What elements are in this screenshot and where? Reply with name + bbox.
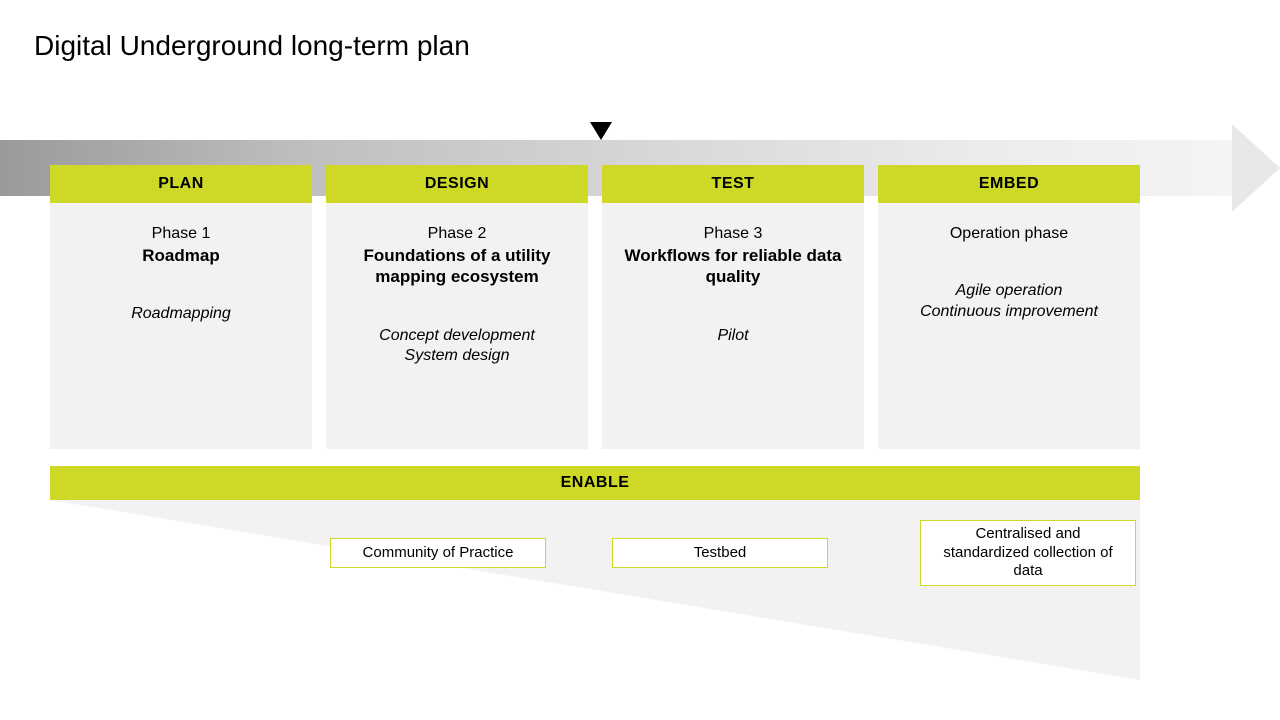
phase-subtitle: Roadmap xyxy=(66,245,296,266)
enable-bar-label: ENABLE xyxy=(561,474,630,492)
phase-description: Pilot xyxy=(618,326,848,347)
phase-header: EMBED xyxy=(878,165,1140,203)
phase-body: Phase 3 Workflows for reliable data quali… xyxy=(602,203,864,449)
enable-item: Centralised and standardized collection … xyxy=(920,520,1136,586)
phase-body: Operation phase Agile operation Continuou… xyxy=(878,203,1140,449)
phase-body: Phase 1 Roadmap Roadmapping xyxy=(50,203,312,449)
enable-item-label: Centralised and standardized collection … xyxy=(931,525,1125,581)
current-position-marker-icon xyxy=(590,122,612,140)
phase-column: DESIGN Phase 2 Foundations of a utility ma… xyxy=(326,165,588,449)
enable-item-label: Community of Practice xyxy=(363,544,514,563)
phase-column: PLAN Phase 1 Roadmap Roadmapping xyxy=(50,165,312,449)
enable-item: Community of Practice xyxy=(330,538,546,568)
phase-column: TEST Phase 3 Workflows for reliable data q… xyxy=(602,165,864,449)
enable-bar: ENABLE xyxy=(50,466,1140,500)
phase-body: Phase 2 Foundations of a utility mapping … xyxy=(326,203,588,449)
slide: Digital Underground long-term plan PLANP… xyxy=(0,0,1280,720)
phase-label: Phase 1 xyxy=(66,225,296,243)
phase-description: Agile operation Continuous improvement xyxy=(894,281,1124,323)
phase-description: Concept development System design xyxy=(342,326,572,368)
phase-column: EMBED Operation phase Agile operation Cont… xyxy=(878,165,1140,449)
phase-subtitle: Workflows for reliable data quality xyxy=(618,245,848,288)
enable-items: Community of Practice Testbed Centralised … xyxy=(50,520,1140,680)
phase-label: Phase 2 xyxy=(342,225,572,243)
phase-description: Roadmapping xyxy=(66,304,296,325)
phase-label: Operation phase xyxy=(894,225,1124,243)
timeline-arrow-head-icon xyxy=(1232,124,1280,212)
phase-label: Phase 3 xyxy=(618,225,848,243)
phases-row: PLANPhase 1RoadmapRoadmappingDESIGNPhase… xyxy=(50,165,1140,449)
phase-header: DESIGN xyxy=(326,165,588,203)
phase-header: TEST xyxy=(602,165,864,203)
phase-header: PLAN xyxy=(50,165,312,203)
phase-subtitle: Foundations of a utility mapping ecosyst… xyxy=(342,245,572,288)
enable-item: Testbed xyxy=(612,538,828,568)
page-title: Digital Underground long-term plan xyxy=(34,30,470,62)
enable-item-label: Testbed xyxy=(694,544,747,563)
